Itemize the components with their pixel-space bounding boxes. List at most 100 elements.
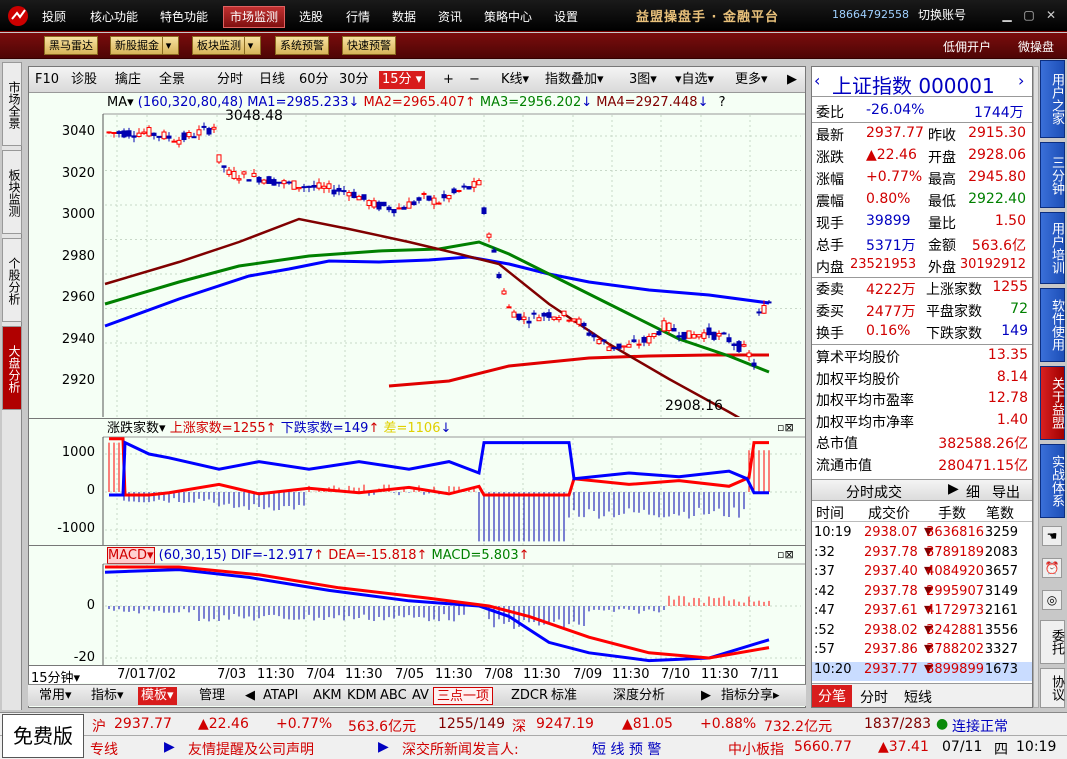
atapi-tab[interactable]: ATAPI <box>263 688 299 703</box>
pane-close-icon[interactable]: ▫⊠ <box>777 548 794 561</box>
close-icon[interactable]: ✕ <box>1045 8 1057 22</box>
tick-row[interactable]: :42 2937.78 ▼ 2995907 3149 <box>812 584 1032 603</box>
pane-close-icon[interactable]: ▫⊠ <box>777 421 794 434</box>
tab-stock-analysis[interactable]: 个股分析 <box>2 238 22 322</box>
menu-settings[interactable]: 设置 <box>554 10 579 24</box>
zdcr-tab[interactable]: ZDCR <box>511 688 549 703</box>
f10-button[interactable]: F10 <box>35 72 60 87</box>
quick-alert-button[interactable]: 快速预警 <box>342 36 396 55</box>
dropdown-arrow-icon[interactable]: ▾ <box>162 37 174 54</box>
indicator-menu[interactable]: 指标▾ <box>91 688 124 703</box>
tab-agreement[interactable]: 协议 <box>1040 668 1065 708</box>
tab-three-minutes[interactable]: 三分钟 <box>1040 142 1065 208</box>
tick-row[interactable]: 10:20 2937.77 ▼ 3899899 1673 <box>812 661 1032 681</box>
tab-intraday[interactable]: 分时 <box>860 690 888 706</box>
ticker-item[interactable]: 深交所新闻发言人: <box>402 742 519 758</box>
three-charts-button[interactable]: 3图▾ <box>629 72 657 87</box>
menu-stock-picking[interactable]: 选股 <box>299 10 324 24</box>
deep-analysis-tab[interactable]: 深度分析 <box>613 688 666 703</box>
60min-button[interactable]: 60分 <box>299 72 329 87</box>
tick-row[interactable]: :32 2937.78 ▼ 3789189 2083 <box>812 545 1032 564</box>
updown-indicator-selector[interactable]: 涨跌家数▾ <box>107 421 166 436</box>
tab-short-term[interactable]: 短线 <box>904 690 932 706</box>
hand-icon[interactable]: ☚ <box>1042 526 1062 546</box>
next-arrow-icon[interactable]: ▶ <box>701 688 711 703</box>
prev-stock-icon[interactable]: ‹ <box>814 71 821 90</box>
quote-scrollbar[interactable] <box>1033 66 1039 708</box>
tab-practical-system[interactable]: 实战体系 <box>1040 444 1065 518</box>
more-button[interactable]: 更多▾ <box>735 72 768 87</box>
menu-investment-advisor[interactable]: 投顾 <box>42 10 67 24</box>
menu-core-functions[interactable]: 核心功能 <box>90 10 139 24</box>
ma-indicator-selector[interactable]: MA▾ <box>107 95 134 110</box>
tab-index-analysis[interactable]: 大盘分析 <box>2 326 22 410</box>
tick-row[interactable]: 10:19 2938.07 ▼ 3636816 3259 <box>812 525 1032 544</box>
kdm-tab[interactable]: KDM <box>347 688 377 703</box>
tick-row[interactable]: :47 2937.61 ▼ 4172973 2161 <box>812 603 1032 622</box>
tab-sector-monitor[interactable]: 板块监测 <box>2 150 22 234</box>
alarm-icon[interactable]: ⏰ <box>1042 558 1062 578</box>
tab-user-home[interactable]: 用户之家 <box>1040 60 1065 138</box>
micro-trade-link[interactable]: 微操盘 <box>1018 40 1055 54</box>
daily-button[interactable]: 日线 <box>259 72 286 87</box>
piggy-icon[interactable]: ◎ <box>1042 590 1062 610</box>
tick-play-icon[interactable]: ▶ <box>948 481 959 497</box>
tick-detail-button[interactable]: 细 <box>966 485 980 501</box>
15min-button[interactable]: 15分 ▾ <box>379 71 426 89</box>
menu-market-monitor[interactable]: 市场监测 <box>223 6 286 28</box>
maximize-icon[interactable]: ▢ <box>1023 8 1035 22</box>
index-overlay-button[interactable]: 指数叠加▾ <box>545 72 604 87</box>
menu-data[interactable]: 数据 <box>392 10 417 24</box>
short-alert-label[interactable]: 短 线 预 警 <box>592 742 662 758</box>
standard-tab[interactable]: 标准 <box>551 688 578 703</box>
switch-account-link[interactable]: 切换账号 <box>918 8 967 22</box>
menu-news[interactable]: 资讯 <box>438 10 463 24</box>
menu-special-functions[interactable]: 特色功能 <box>160 10 209 24</box>
tab-market-overview[interactable]: 市场全景 <box>2 62 22 146</box>
period-selector[interactable]: 15分钟▾ <box>31 667 81 686</box>
tick-export-button[interactable]: 导出 <box>992 485 1020 501</box>
ma-help-icon[interactable]: ? <box>718 95 726 110</box>
panorama-button[interactable]: 全景 <box>159 72 186 87</box>
template-menu[interactable]: 模板▾ <box>138 687 177 705</box>
tab-about[interactable]: 关于益盟 <box>1040 366 1065 440</box>
ticker-item[interactable]: 专线 <box>90 742 118 758</box>
new-stock-button[interactable]: 新股掘金 ▾ <box>110 36 179 55</box>
menu-quotes[interactable]: 行情 <box>346 10 371 24</box>
next-arrow-icon[interactable]: ▶ <box>787 72 797 87</box>
tick-row[interactable]: :37 2937.40 ▼ 4084920 3657 <box>812 564 1032 583</box>
low-commission-link[interactable]: 低佣开户 <box>943 40 992 54</box>
kline-button[interactable]: K线▾ <box>501 72 530 87</box>
akm-tab[interactable]: AKM <box>313 688 342 703</box>
zoom-in-button[interactable]: + <box>443 72 454 87</box>
dropdown-arrow-icon[interactable]: ▾ <box>244 37 256 54</box>
macd-indicator-selector[interactable]: MACD▾ <box>107 547 155 564</box>
prev-arrow-icon[interactable]: ◀ <box>245 688 255 703</box>
time-tick: 7/01 <box>117 667 147 682</box>
watchlist-button[interactable]: ▾自选▾ <box>675 72 715 87</box>
tick-row[interactable]: :52 2938.02 ▼ 3242881 3556 <box>812 623 1032 642</box>
three-points-tab[interactable]: 三点一项 <box>433 687 494 705</box>
sector-monitor-button[interactable]: 板块监测 ▾ <box>192 36 261 55</box>
abc-tab[interactable]: ABC <box>380 688 407 703</box>
minimize-icon[interactable]: ▁ <box>1002 8 1012 22</box>
black-horse-radar-button[interactable]: 黑马雷达 <box>44 36 98 55</box>
menu-strategy-center[interactable]: 策略中心 <box>484 10 533 24</box>
av-tab[interactable]: AV <box>412 688 429 703</box>
ticker-item[interactable]: 友情提醒及公司声明 <box>188 742 314 758</box>
indicator-share-menu[interactable]: 指标分享▸ <box>721 688 780 703</box>
intraday-button[interactable]: 分时 <box>217 72 244 87</box>
next-stock-icon[interactable]: › <box>1018 71 1025 90</box>
common-menu[interactable]: 常用▾ <box>39 688 72 703</box>
tick-row[interactable]: :57 2937.86 ▼ 3788202 3327 <box>812 642 1032 661</box>
system-alert-button[interactable]: 系统预警 <box>275 36 329 55</box>
30min-button[interactable]: 30分 <box>339 72 369 87</box>
manage-button[interactable]: 管理 <box>199 688 226 703</box>
tab-entrust[interactable]: 委托 <box>1040 620 1065 664</box>
tab-user-training[interactable]: 用户培训 <box>1040 212 1065 284</box>
tab-software-usage[interactable]: 软件使用 <box>1040 288 1065 362</box>
catch-dealer-button[interactable]: 擒庄 <box>115 72 142 87</box>
tab-ticks[interactable]: 分笔 <box>812 685 852 707</box>
diagnose-button[interactable]: 诊股 <box>71 72 98 87</box>
zoom-out-button[interactable]: − <box>469 72 480 87</box>
